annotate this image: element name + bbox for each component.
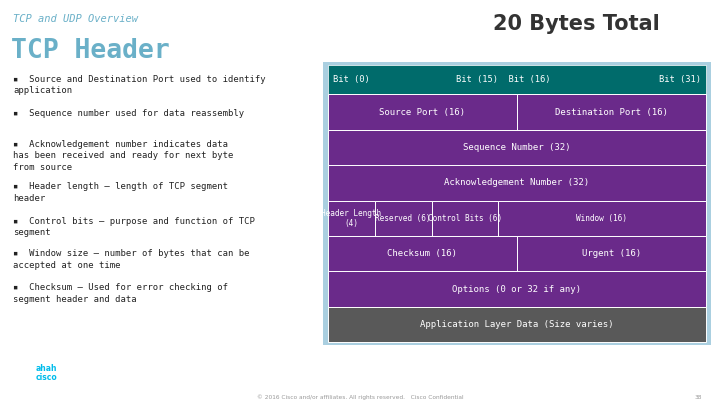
Bar bbox=[328, 165, 706, 200]
Text: ▪  Acknowledgement number indicates data
has been received and ready for next by: ▪ Acknowledgement number indicates data … bbox=[13, 140, 233, 172]
Text: Bit (15)  Bit (16): Bit (15) Bit (16) bbox=[456, 75, 551, 84]
Text: ▪  Checksum – Used for error checking of
segment header and data: ▪ Checksum – Used for error checking of … bbox=[13, 284, 228, 304]
Bar bbox=[375, 200, 431, 236]
Text: Acknowledgement Number (32): Acknowledgement Number (32) bbox=[444, 179, 589, 188]
Bar bbox=[517, 236, 706, 271]
Text: ▪  Control bits – purpose and function of TCP
segment: ▪ Control bits – purpose and function of… bbox=[13, 217, 255, 237]
Text: © 2016 Cisco and/or affiliates. All rights reserved.   Cisco Confidential: © 2016 Cisco and/or affiliates. All righ… bbox=[257, 394, 463, 400]
Text: Window (16): Window (16) bbox=[576, 214, 627, 223]
Text: Sequence Number (32): Sequence Number (32) bbox=[463, 143, 570, 152]
Text: TCP Header: TCP Header bbox=[11, 38, 169, 64]
Bar bbox=[328, 200, 375, 236]
Text: ▪  Source and Destination Port used to identify
application: ▪ Source and Destination Port used to id… bbox=[13, 75, 266, 95]
Text: Control Bits (6): Control Bits (6) bbox=[428, 214, 502, 223]
Text: ahah
cisco: ahah cisco bbox=[36, 364, 58, 382]
Bar bbox=[328, 65, 706, 94]
Text: ▪  Header length – length of TCP segment
header: ▪ Header length – length of TCP segment … bbox=[13, 182, 228, 202]
Text: Destination Port (16): Destination Port (16) bbox=[554, 108, 667, 117]
Bar bbox=[328, 271, 706, 307]
Text: ▪  Sequence number used for data reassembly: ▪ Sequence number used for data reassemb… bbox=[13, 109, 244, 118]
Bar bbox=[328, 236, 517, 271]
Text: ▪  Window size – number of bytes that can be
accepted at one time: ▪ Window size – number of bytes that can… bbox=[13, 249, 249, 269]
Text: Options (0 or 32 if any): Options (0 or 32 if any) bbox=[452, 285, 581, 294]
Bar bbox=[498, 200, 706, 236]
Bar bbox=[431, 200, 498, 236]
Bar bbox=[328, 307, 706, 342]
Bar bbox=[328, 94, 517, 130]
Text: Bit (31): Bit (31) bbox=[659, 75, 701, 84]
Text: 20 Bytes Total: 20 Bytes Total bbox=[493, 14, 660, 34]
Text: 38: 38 bbox=[695, 395, 702, 400]
Bar bbox=[323, 62, 711, 345]
Text: Header Length
(4): Header Length (4) bbox=[321, 209, 382, 228]
Text: Bit (0): Bit (0) bbox=[333, 75, 370, 84]
Text: Source Port (16): Source Port (16) bbox=[379, 108, 465, 117]
Text: TCP and UDP Overview: TCP and UDP Overview bbox=[13, 14, 138, 24]
Bar bbox=[517, 94, 706, 130]
Text: Urgent (16): Urgent (16) bbox=[582, 249, 641, 258]
Bar bbox=[328, 130, 706, 165]
Text: Checksum (16): Checksum (16) bbox=[387, 249, 457, 258]
Text: Application Layer Data (Size varies): Application Layer Data (Size varies) bbox=[420, 320, 613, 329]
Text: Reserved (6): Reserved (6) bbox=[375, 214, 431, 223]
